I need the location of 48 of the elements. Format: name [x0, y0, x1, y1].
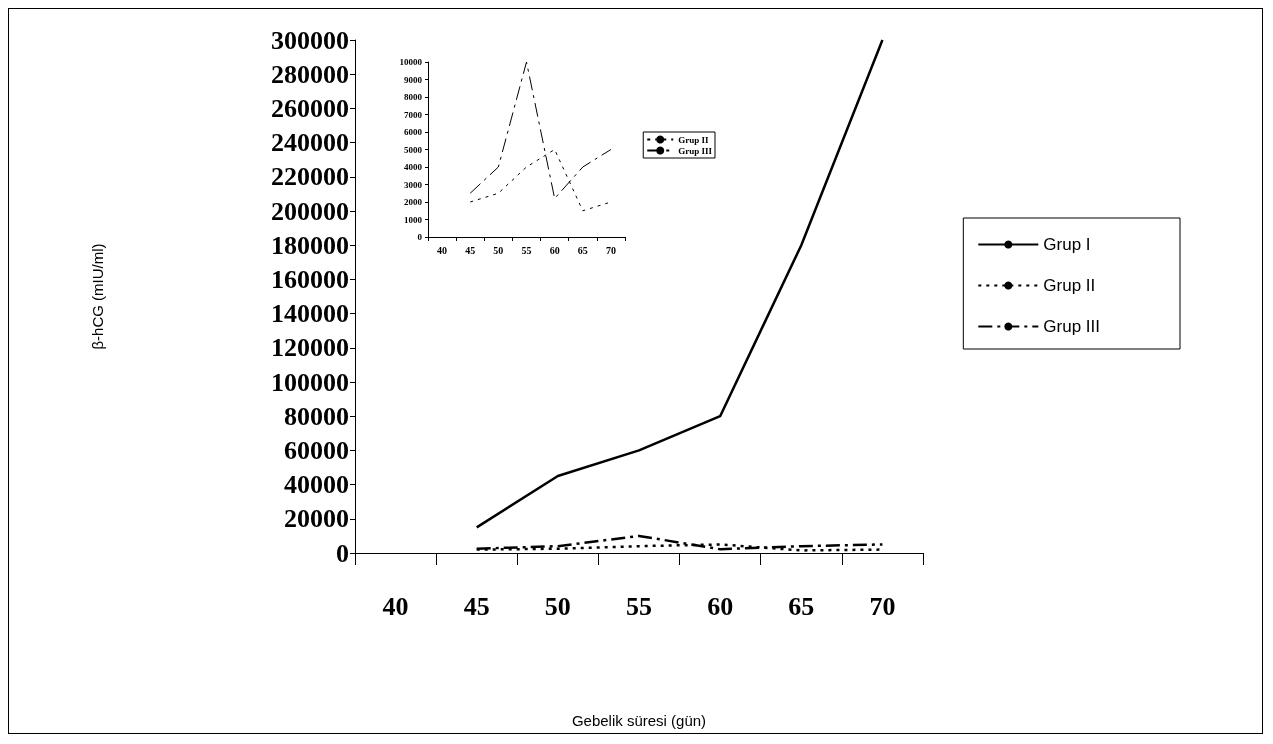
y-tick-label: 200000 [271, 196, 349, 226]
y-tick-label: 4000 [404, 162, 423, 172]
x-tick-label: 65 [788, 591, 815, 621]
x-tick-label: 45 [465, 244, 476, 256]
x-tick-label: 40 [437, 244, 448, 256]
x-tick-label: 60 [549, 244, 560, 256]
y-tick-label: 10000 [399, 57, 423, 67]
y-tick-label: 60000 [284, 435, 349, 465]
y-axis-title: β-hCG (mIU/ml) [89, 243, 106, 350]
y-tick-label: 160000 [271, 264, 349, 294]
legend-label: Grup I [1043, 235, 1091, 254]
y-tick-label: 180000 [271, 230, 349, 260]
x-tick-label: 50 [544, 591, 571, 621]
y-tick-label: 240000 [271, 128, 349, 158]
y-tick-label: 120000 [271, 333, 349, 363]
y-tick-label: 300000 [271, 25, 349, 55]
x-tick-label: 40 [382, 591, 409, 621]
x-axis-title: Gebelik süresi (gün) [571, 712, 707, 729]
legend-label: Grup III [1043, 317, 1100, 336]
y-tick-label: 140000 [271, 299, 349, 329]
y-tick-label: 0 [417, 232, 423, 242]
y-tick-label: 3000 [404, 179, 423, 190]
y-tick-label: 1000 [404, 214, 423, 225]
y-tick-label: 280000 [271, 59, 349, 89]
x-tick-label: 60 [707, 591, 734, 621]
x-tick-label: 70 [869, 591, 896, 621]
y-tick-label: 9000 [404, 74, 423, 85]
x-tick-label: 50 [493, 244, 504, 256]
y-tick-label: 6000 [404, 127, 423, 137]
legend-label: Grup II [678, 134, 709, 145]
y-tick-label: 80000 [284, 401, 349, 431]
x-tick-label: 55 [521, 244, 532, 256]
y-tick-label: 7000 [404, 109, 423, 120]
y-tick-label: 8000 [404, 92, 423, 102]
y-tick-label: 100000 [271, 367, 349, 397]
x-tick-label: 70 [605, 244, 616, 256]
x-tick-label: 65 [577, 244, 588, 256]
x-tick-label: 55 [626, 591, 652, 621]
legend-label: Grup II [1043, 276, 1096, 295]
y-tick-label: 40000 [284, 470, 349, 500]
legend-label: Grup III [678, 145, 713, 156]
y-tick-label: 20000 [284, 504, 349, 534]
x-tick-label: 45 [463, 591, 490, 621]
y-tick-label: 0 [336, 538, 349, 568]
y-tick-label: 2000 [404, 197, 423, 207]
y-tick-label: 260000 [271, 93, 349, 123]
y-tick-label: 220000 [271, 162, 349, 192]
y-tick-label: 5000 [404, 144, 423, 155]
